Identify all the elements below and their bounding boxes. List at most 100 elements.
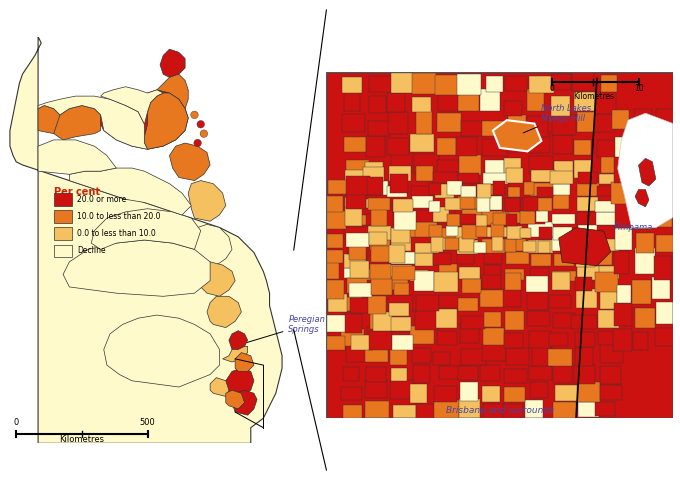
Bar	[482, 239, 505, 253]
Bar	[527, 116, 547, 137]
Bar	[390, 166, 411, 181]
Bar	[345, 198, 364, 208]
Bar	[391, 368, 407, 382]
Bar	[524, 182, 534, 196]
Bar	[615, 137, 633, 157]
Bar	[528, 240, 553, 253]
Bar	[446, 226, 458, 236]
Bar	[350, 261, 369, 278]
Bar	[656, 108, 675, 128]
Bar	[429, 202, 440, 212]
Bar	[503, 404, 523, 418]
Bar	[371, 208, 386, 226]
Bar	[323, 261, 339, 279]
Bar	[505, 369, 527, 383]
Polygon shape	[54, 106, 101, 140]
Polygon shape	[188, 180, 226, 221]
Bar	[632, 128, 649, 153]
Bar	[458, 91, 479, 111]
Polygon shape	[493, 120, 541, 152]
Bar	[432, 352, 449, 366]
Bar	[344, 138, 366, 152]
Bar	[458, 173, 479, 183]
Polygon shape	[222, 346, 248, 362]
Bar	[393, 405, 416, 418]
Bar	[575, 332, 595, 347]
Bar	[328, 294, 347, 312]
Bar	[493, 181, 505, 195]
Bar	[634, 248, 655, 274]
Bar	[601, 156, 625, 172]
Bar	[599, 236, 619, 251]
Bar	[366, 136, 385, 158]
Bar	[536, 209, 548, 222]
Bar	[600, 74, 617, 92]
Bar	[507, 226, 522, 239]
Bar	[344, 226, 369, 239]
Bar	[347, 278, 372, 292]
Bar	[439, 264, 456, 278]
Bar	[325, 211, 346, 228]
Bar	[655, 328, 676, 346]
Bar	[504, 333, 523, 348]
Bar	[435, 74, 460, 95]
Bar	[324, 250, 343, 262]
Bar	[482, 121, 506, 136]
Bar	[371, 246, 392, 262]
Polygon shape	[226, 368, 254, 396]
Bar	[529, 132, 549, 152]
Polygon shape	[38, 140, 116, 174]
Bar	[393, 199, 413, 211]
Polygon shape	[639, 158, 656, 186]
Bar	[462, 278, 481, 293]
Bar	[527, 311, 550, 326]
Bar	[460, 184, 486, 197]
Bar	[553, 226, 573, 240]
Polygon shape	[160, 49, 185, 78]
Bar	[552, 115, 576, 134]
Bar	[553, 312, 575, 328]
Bar	[325, 196, 343, 212]
Text: 10.0 to less than 20.0: 10.0 to less than 20.0	[77, 212, 160, 221]
Bar	[458, 240, 478, 254]
Bar	[549, 333, 568, 346]
Bar	[410, 326, 434, 344]
Bar	[530, 366, 551, 380]
Bar	[367, 280, 389, 293]
Bar	[347, 240, 368, 254]
Bar	[433, 172, 458, 183]
Polygon shape	[169, 143, 210, 180]
Bar	[54, 210, 73, 223]
Bar	[434, 272, 458, 291]
Bar	[615, 228, 632, 250]
Bar	[482, 138, 507, 156]
Bar	[493, 213, 509, 225]
Bar	[481, 89, 500, 110]
Bar	[365, 343, 388, 362]
Bar	[460, 324, 479, 343]
Bar	[578, 402, 599, 416]
Bar	[327, 234, 343, 248]
Bar	[507, 214, 517, 226]
Bar	[345, 193, 366, 209]
Bar	[614, 156, 631, 182]
Bar	[394, 212, 416, 230]
Bar	[598, 332, 615, 345]
Bar	[343, 215, 368, 226]
Bar	[363, 166, 384, 181]
Bar	[526, 200, 545, 211]
Bar	[503, 198, 521, 211]
Bar	[482, 386, 500, 402]
Bar	[615, 203, 630, 228]
Bar	[390, 347, 407, 364]
Bar	[482, 274, 500, 289]
Bar	[574, 92, 595, 112]
Bar	[388, 332, 412, 345]
Bar	[508, 224, 532, 236]
Bar	[352, 335, 373, 349]
Bar	[520, 228, 531, 237]
Bar	[416, 166, 432, 181]
Bar	[577, 112, 600, 132]
Bar	[538, 241, 550, 252]
Bar	[341, 387, 362, 400]
